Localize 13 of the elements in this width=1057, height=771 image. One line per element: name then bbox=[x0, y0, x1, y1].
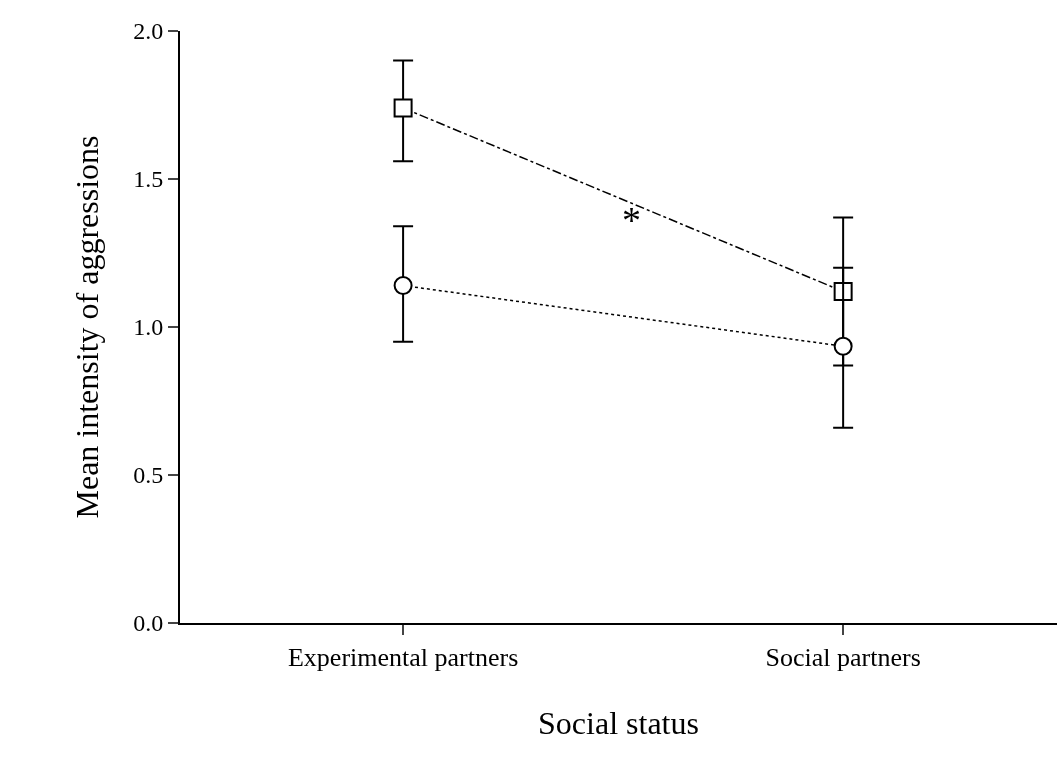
point bbox=[393, 98, 413, 118]
y-tick-label: 2.0 bbox=[133, 18, 164, 45]
point bbox=[393, 276, 413, 296]
x-axis-title: Social status bbox=[538, 704, 699, 741]
x-tick-label: Experimental partners bbox=[287, 643, 519, 673]
y-tick-label: 1.0 bbox=[133, 314, 164, 341]
x-tick-label: Social partners bbox=[765, 643, 921, 673]
point bbox=[833, 336, 853, 356]
y-tick-label: 0.0 bbox=[133, 610, 164, 637]
y-tick-label: 1.5 bbox=[133, 166, 164, 193]
y-tick-label: 0.5 bbox=[133, 462, 164, 489]
y-axis-title: Mean intensity of aggressions bbox=[69, 135, 105, 519]
annotation: * bbox=[622, 199, 641, 241]
